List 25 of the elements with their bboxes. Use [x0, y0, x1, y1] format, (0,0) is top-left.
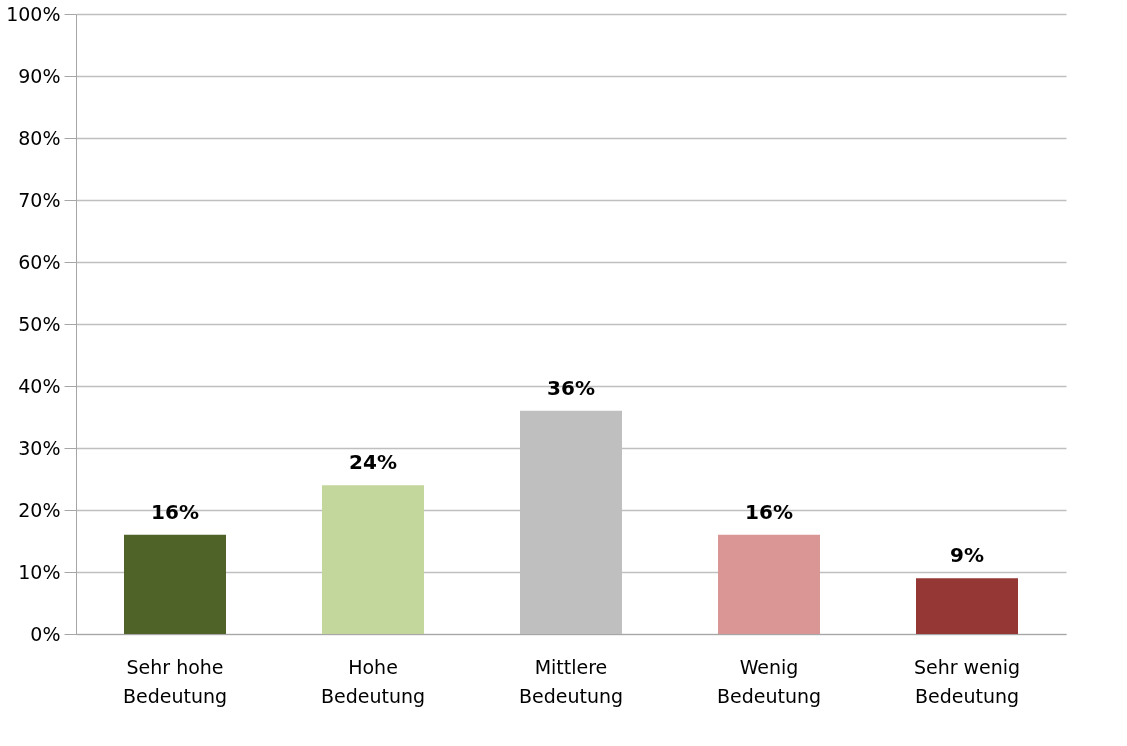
y-tick-label: 100% — [6, 2, 61, 25]
y-tick-label: 80% — [18, 126, 61, 149]
y-tick-label: 60% — [18, 250, 61, 273]
y-tick-label: 40% — [18, 374, 61, 397]
y-tick-label: 90% — [18, 64, 61, 87]
data-label: 16% — [151, 499, 199, 524]
y-tick-label: 20% — [18, 498, 61, 521]
y-tick-label: 10% — [18, 560, 61, 583]
y-tick-label: 50% — [18, 312, 61, 335]
bar — [718, 534, 820, 634]
y-tick-label: 70% — [18, 188, 61, 211]
data-label: 16% — [745, 499, 793, 524]
y-tick-label: 0% — [30, 622, 61, 645]
bar — [916, 578, 1018, 634]
x-tick-label: Hohe Bedeutung — [320, 655, 426, 707]
data-label: 9% — [950, 543, 984, 568]
bar — [124, 534, 226, 634]
data-label: 36% — [547, 375, 595, 400]
x-tick-label: Wenig Bedeutung — [716, 655, 822, 707]
x-tick-label: Sehr wenig Bedeutung — [913, 655, 1021, 707]
y-tick-label: 30% — [18, 436, 61, 459]
x-tick-label: Mittlere Bedeutung — [518, 655, 624, 707]
data-label: 24% — [349, 450, 397, 475]
x-tick-label: Sehr hohe Bedeutung — [122, 655, 228, 707]
bar — [322, 485, 424, 634]
